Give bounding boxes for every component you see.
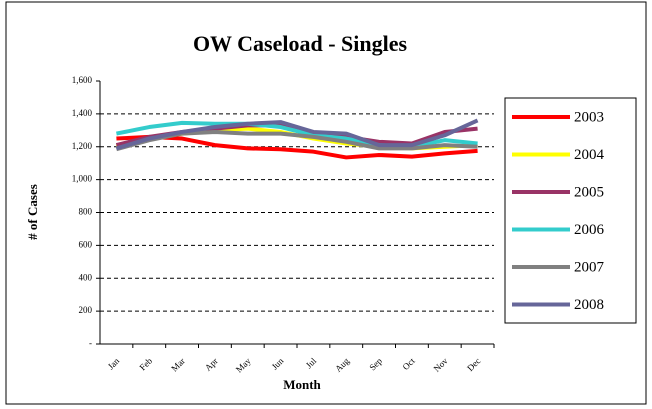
legend-label: 2008 [574, 297, 604, 313]
legend-label: 2006 [574, 222, 605, 238]
y-tick-label: 1,000 [72, 174, 93, 184]
y-tick-label: 1,400 [72, 108, 93, 118]
legend-box [504, 97, 637, 324]
y-tick-label: 200 [79, 305, 93, 315]
x-axis-label: Month [283, 377, 321, 392]
y-axis-label: # of Cases [25, 184, 40, 240]
legend-label: 2003 [574, 109, 604, 125]
chart-title: OW Caseload - Singles [193, 31, 408, 56]
y-tick-label: 1,600 [72, 75, 93, 85]
y-tick-label: - [89, 338, 92, 348]
series-line [115, 118, 479, 151]
y-tick-label: 400 [79, 272, 93, 282]
series-line [116, 120, 478, 149]
y-tick-label: 600 [79, 239, 93, 249]
series-line [116, 134, 478, 160]
legend-label: 2005 [574, 184, 604, 200]
legend-label: 2004 [574, 147, 605, 163]
y-tick-label: 800 [79, 207, 93, 217]
y-tick-label: 1,200 [72, 141, 93, 151]
legend-label: 2007 [574, 259, 605, 275]
